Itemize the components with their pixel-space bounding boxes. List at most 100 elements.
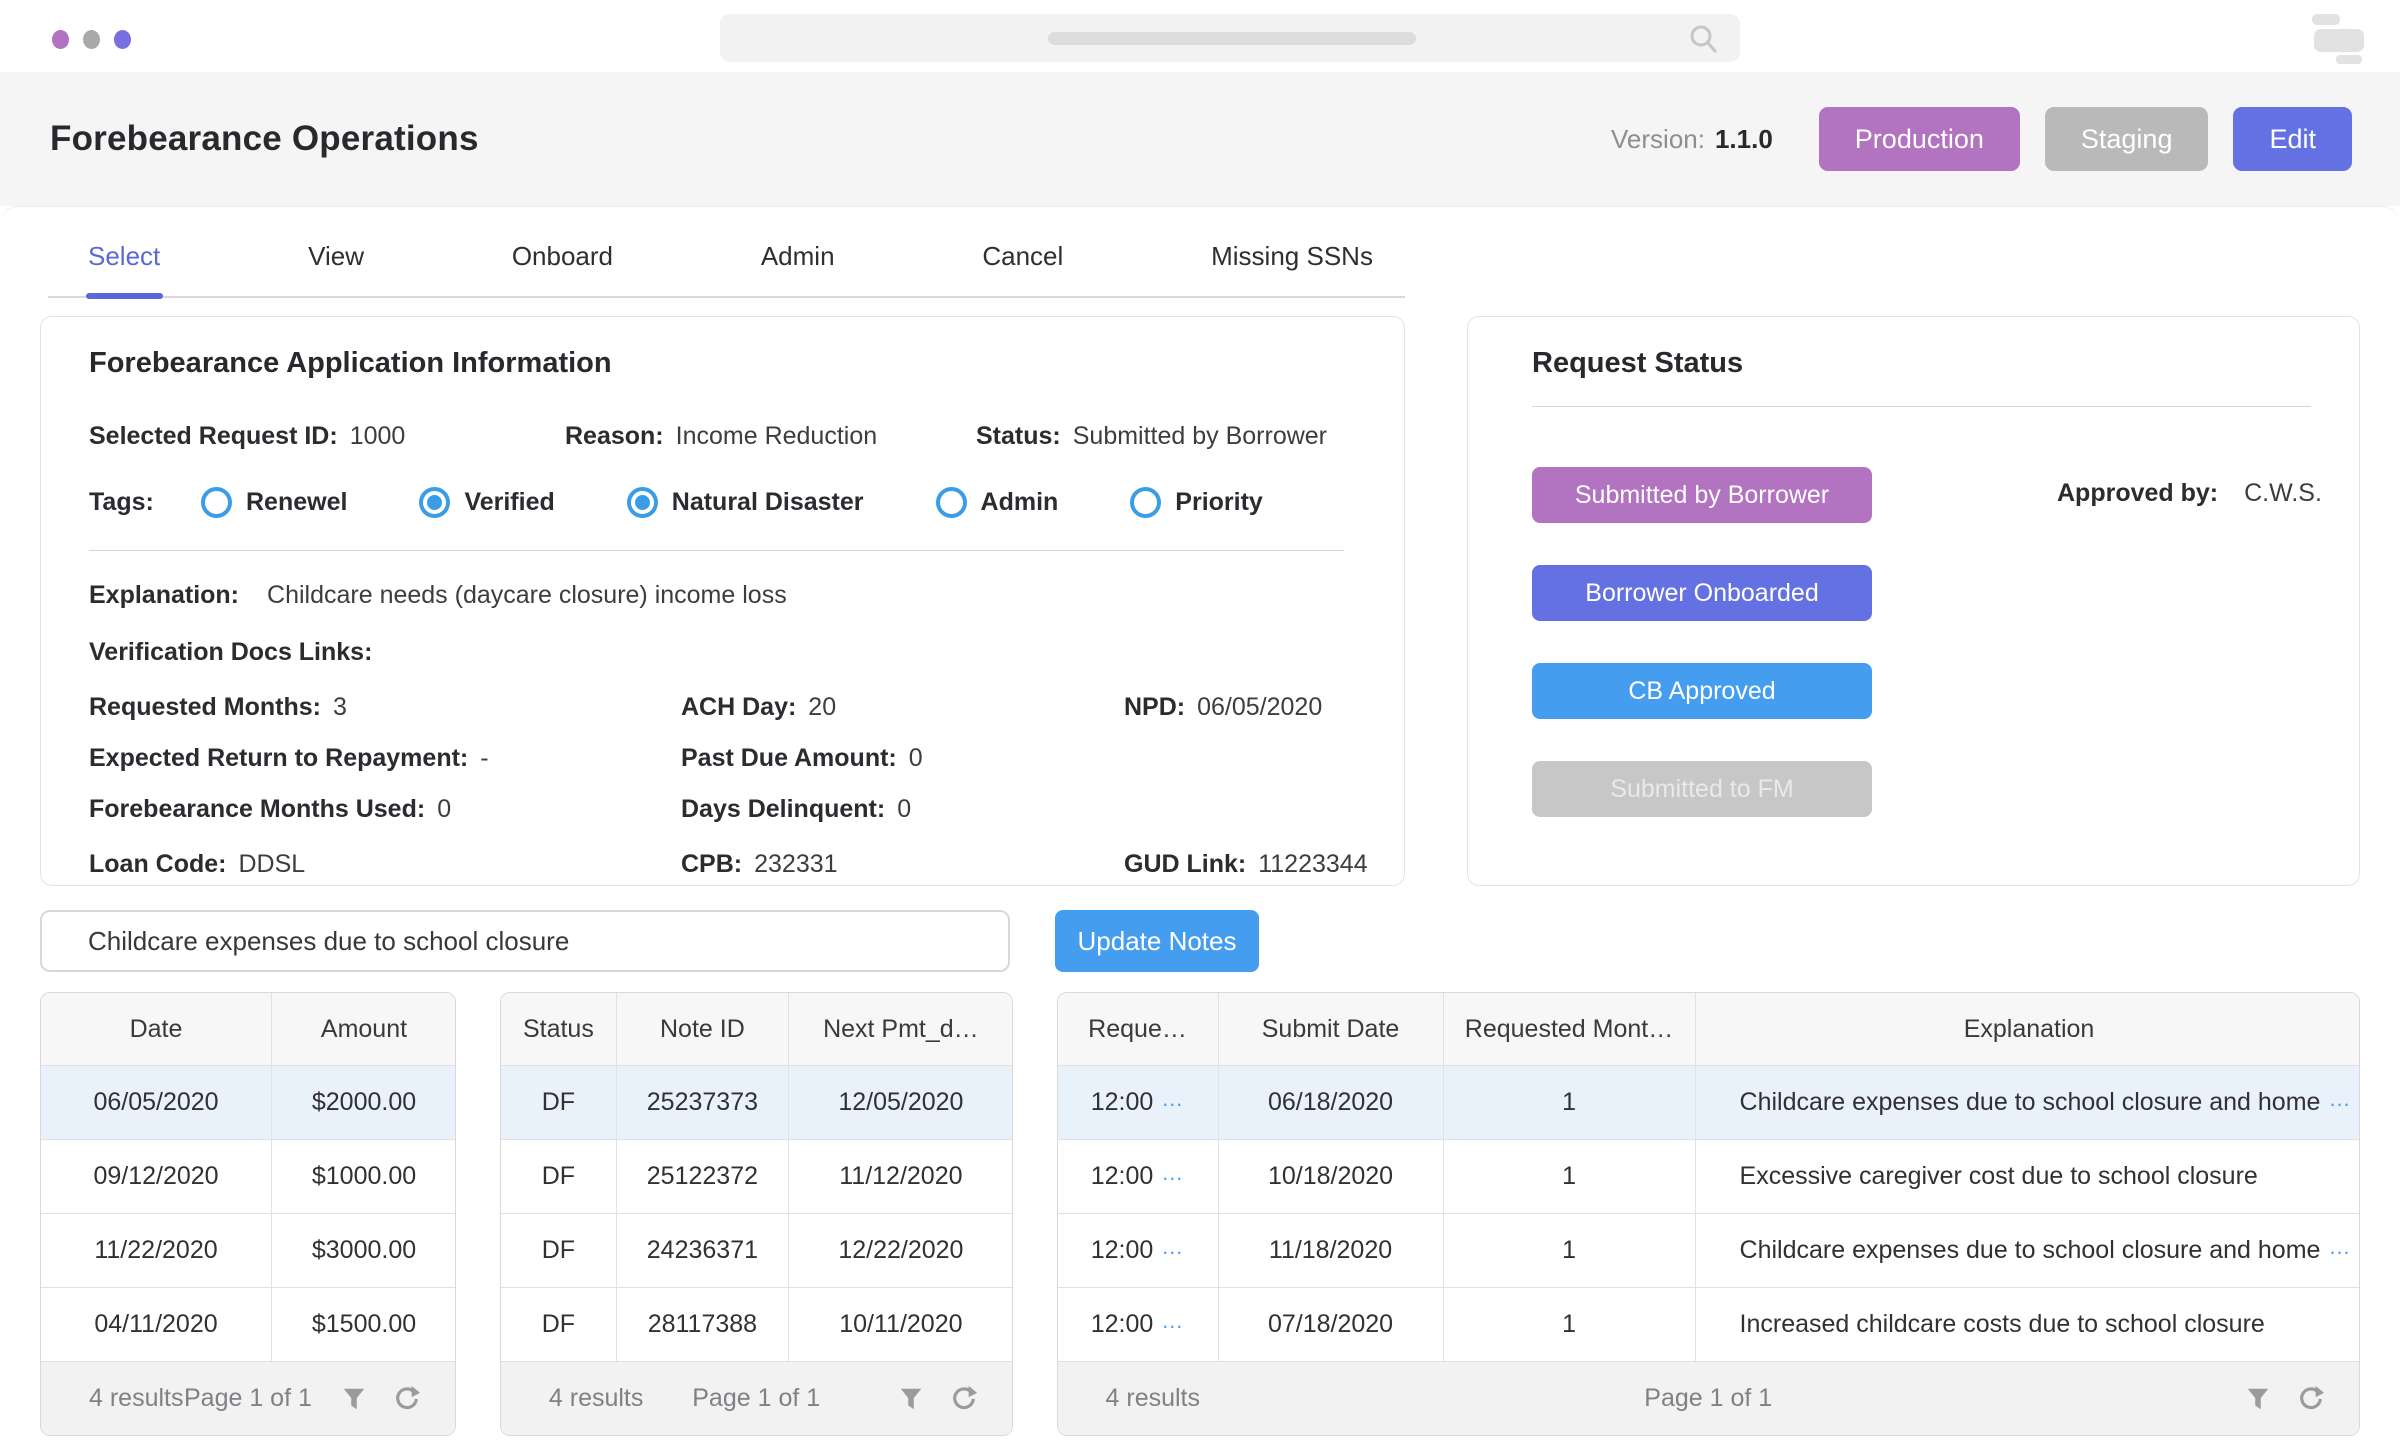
results-count: 4 results [89, 1384, 184, 1412]
status-step-submitted-by-borrower[interactable]: Submitted by Borrower [1532, 467, 1872, 523]
window-dot-minimize[interactable] [83, 30, 100, 49]
radio-priority-icon[interactable] [1130, 487, 1162, 518]
refresh-icon[interactable] [393, 1385, 421, 1413]
requested-months-value: 3 [332, 693, 347, 721]
column-header-note-id: Note ID [615, 993, 788, 1065]
tag-natural-disaster[interactable]: Natural Disaster [626, 487, 864, 518]
table-row[interactable]: 06/05/2020 $2000.00 [41, 1065, 455, 1139]
column-header-amount: Amount [271, 993, 455, 1065]
payments-table-footer: 4 results Page 1 of 1 [41, 1361, 455, 1435]
verification-docs-label: Verification Docs Links: [89, 638, 373, 666]
expand-ellipsis[interactable]: … [2328, 1085, 2352, 1111]
cpb-label: CPB: [681, 850, 743, 878]
loan-code-label: Loan Code: [89, 850, 227, 878]
approved-by-label: Approved by: [2057, 479, 2219, 507]
page-indicator: Page 1 of 1 [692, 1384, 821, 1412]
tag-verified[interactable]: Verified [419, 487, 555, 518]
request-id-label: Selected Request ID: [89, 422, 338, 450]
table-row[interactable]: DF 25237373 12/05/2020 [500, 1065, 1012, 1139]
loan-notes-table-footer: 4 results Page 1 of 1 [500, 1361, 1012, 1435]
status-step-submitted-to-fm[interactable]: Submitted to FM [1532, 761, 1872, 817]
npd-label: NPD: [1124, 693, 1186, 721]
radio-renewel-icon[interactable] [201, 487, 232, 518]
table-row[interactable]: 12:00… 10/18/2020 1 Excessive caregiver … [1057, 1139, 2359, 1213]
column-header-request-time: Reque… [1057, 993, 1218, 1065]
column-header-next-pmt: Next Pmt_d… [787, 993, 1012, 1065]
explanation-label: Explanation: [89, 581, 240, 609]
address-search-bar[interactable] [720, 14, 1740, 62]
tag-renewel[interactable]: Renewel [201, 487, 347, 518]
production-button[interactable]: Production [1818, 107, 2020, 171]
tag-admin[interactable]: Admin [935, 487, 1058, 518]
notes-input[interactable] [40, 910, 1010, 972]
reason-label: Reason: [565, 422, 664, 450]
table-row[interactable]: DF 25122372 11/12/2020 [500, 1139, 1012, 1213]
requests-table-header: Reque… Submit Date Requested Mont… Expla… [1057, 993, 2359, 1065]
staging-button[interactable]: Staging [2044, 107, 2209, 171]
status-label: Status: [976, 422, 1061, 450]
status-value: Submitted by Borrower [1072, 422, 1328, 450]
application-info-card: Forebearance Application Information Sel… [40, 316, 1405, 886]
status-step-cb-approved[interactable]: CB Approved [1532, 663, 1872, 719]
results-count: 4 results [1105, 1384, 1200, 1412]
refresh-icon[interactable] [2297, 1385, 2325, 1413]
main-panel: Select View Onboard Admin Cancel Missing… [0, 206, 2400, 1440]
expand-ellipsis[interactable]: … [1161, 1159, 1185, 1185]
tab-select[interactable]: Select [88, 241, 161, 271]
column-header-requested-months: Requested Mont… [1442, 993, 1695, 1065]
tab-view[interactable]: View [308, 241, 364, 271]
radio-natural-disaster-icon[interactable] [626, 487, 658, 518]
tab-cancel[interactable]: Cancel [982, 241, 1064, 271]
update-notes-button[interactable]: Update Notes [1055, 910, 1259, 972]
card-divider [1532, 406, 2311, 407]
tab-admin[interactable]: Admin [760, 241, 835, 271]
browser-menu-icon[interactable] [2312, 12, 2364, 64]
filter-icon[interactable] [2245, 1386, 2271, 1412]
filter-icon[interactable] [341, 1386, 367, 1412]
tab-missing-ssns[interactable]: Missing SSNs [1211, 241, 1373, 271]
expand-ellipsis[interactable]: … [1161, 1233, 1185, 1259]
request-id-value: 1000 [349, 422, 406, 450]
expected-return-value: - [480, 744, 489, 772]
past-due-value: 0 [908, 744, 923, 772]
expand-ellipsis[interactable]: … [1161, 1307, 1185, 1333]
requested-months-label: Requested Months: [89, 693, 321, 721]
table-row[interactable]: 09/12/2020 $1000.00 [41, 1139, 455, 1213]
refresh-icon[interactable] [950, 1385, 978, 1413]
radio-admin-icon[interactable] [935, 487, 967, 518]
address-placeholder-line [1048, 32, 1416, 45]
column-header-explanation: Explanation [1694, 993, 2359, 1065]
radio-verified-icon[interactable] [419, 487, 451, 518]
page-indicator: Page 1 of 1 [183, 1384, 312, 1412]
table-row[interactable]: DF 28117388 10/11/2020 [500, 1287, 1012, 1361]
past-due-label: Past Due Amount: [681, 744, 897, 772]
page-indicator: Page 1 of 1 [1644, 1384, 1773, 1412]
filter-icon[interactable] [898, 1386, 924, 1412]
edit-button[interactable]: Edit [2233, 107, 2352, 171]
tab-onboard[interactable]: Onboard [511, 241, 613, 271]
window-dot-maximize[interactable] [114, 30, 131, 49]
status-step-borrower-onboarded[interactable]: Borrower Onboarded [1532, 565, 1872, 621]
table-row[interactable]: 12:00… 11/18/2020 1 Childcare expenses d… [1057, 1213, 2359, 1287]
gud-link-value: 11223344 [1258, 850, 1368, 878]
table-row[interactable]: 12:00… 07/18/2020 1 Increased childcare … [1057, 1287, 2359, 1361]
npd-value: 06/05/2020 [1197, 693, 1323, 721]
months-used-value: 0 [437, 795, 452, 823]
expected-return-label: Expected Return to Repayment: [89, 744, 469, 772]
request-status-title: Request Status [1532, 347, 1744, 379]
ach-day-value: 20 [808, 693, 837, 721]
tab-bar: Select View Onboard Admin Cancel Missing… [48, 207, 1405, 299]
table-row[interactable]: 12:00… 06/18/2020 1 Childcare expenses d… [1057, 1065, 2359, 1139]
table-row[interactable]: DF 24236371 12/22/2020 [500, 1213, 1012, 1287]
application-info-title: Forebearance Application Information [89, 347, 612, 379]
approved-by-value: C.W.S. [2244, 479, 2322, 507]
table-row[interactable]: 11/22/2020 $3000.00 [41, 1213, 455, 1287]
requests-table-footer: 4 results Page 1 of 1 [1057, 1361, 2359, 1435]
window-dot-close[interactable] [52, 30, 69, 49]
loan-notes-table-header: Status Note ID Next Pmt_d… [500, 993, 1012, 1065]
table-row[interactable]: 04/11/2020 $1500.00 [41, 1287, 455, 1361]
tag-priority[interactable]: Priority [1130, 487, 1263, 518]
expand-ellipsis[interactable]: … [1161, 1085, 1185, 1111]
window-controls [52, 30, 131, 49]
expand-ellipsis[interactable]: … [2328, 1233, 2352, 1259]
